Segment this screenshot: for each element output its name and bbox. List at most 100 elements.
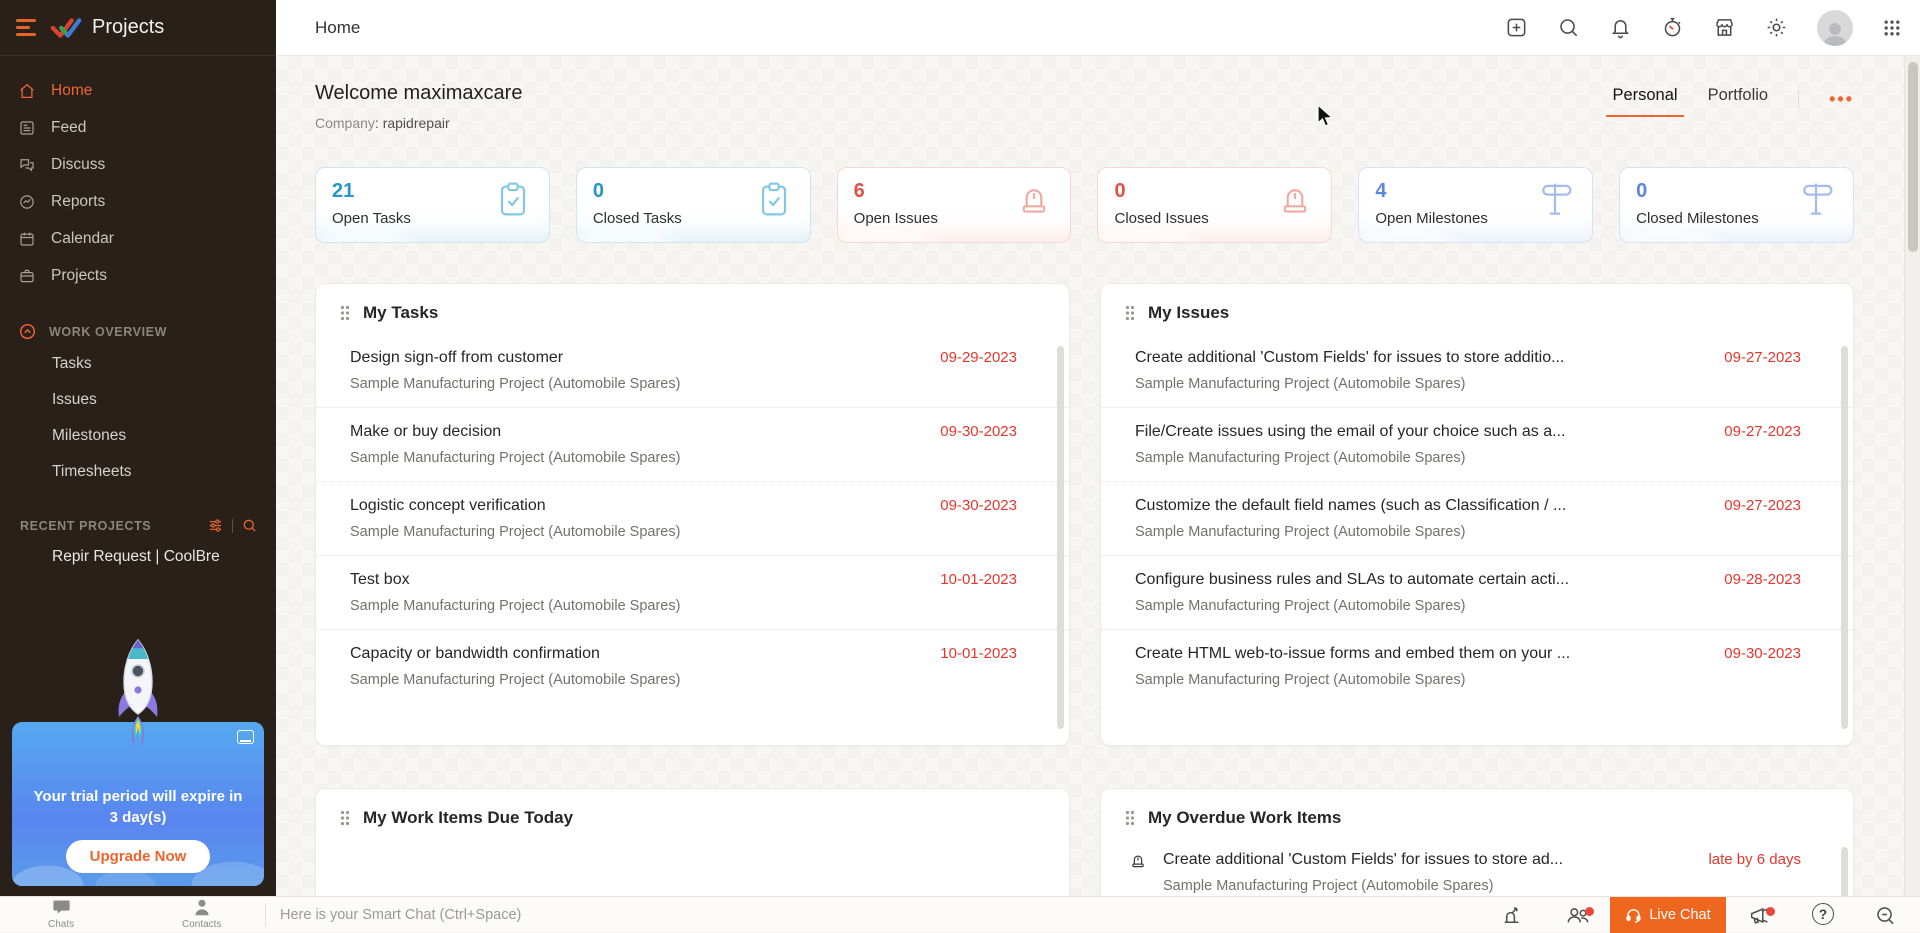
stat-label: Open Milestones	[1375, 210, 1488, 227]
sidebar-item-home[interactable]: Home	[0, 72, 276, 109]
more-options-icon[interactable]: •••	[1829, 88, 1854, 109]
announcements-megaphone-icon[interactable]	[1748, 904, 1775, 932]
zoom-search-icon[interactable]	[1874, 904, 1897, 932]
sidebar-item-projects[interactable]: Projects	[0, 257, 276, 294]
issue-project: Sample Manufacturing Project (Automobile…	[1135, 672, 1466, 688]
task-row[interactable]: Logistic concept verification Sample Man…	[316, 481, 1069, 555]
stat-closed-issues[interactable]: 0 Closed Issues	[1097, 167, 1333, 243]
feedback-icon[interactable]	[1500, 904, 1523, 932]
siren-icon	[1277, 180, 1313, 218]
stat-value: 4	[1375, 180, 1387, 202]
sidebar-item-timesheets[interactable]: Timesheets	[52, 463, 132, 480]
upgrade-now-button[interactable]: Upgrade Now	[65, 840, 211, 873]
sidebar-item-milestones[interactable]: Milestones	[52, 427, 127, 444]
issue-project: Sample Manufacturing Project (Automobile…	[1135, 376, 1466, 392]
notifications-bell-icon[interactable]	[1609, 16, 1632, 39]
work-overview-header[interactable]: WORK OVERVIEW	[0, 316, 276, 347]
panel-scrollbar[interactable]	[1057, 346, 1064, 729]
task-row[interactable]: Capacity or bandwidth confirmation Sampl…	[316, 629, 1069, 703]
smart-chat-input[interactable]	[278, 897, 1178, 933]
task-row[interactable]: Design sign-off from customer Sample Man…	[316, 334, 1069, 407]
task-project: Sample Manufacturing Project (Automobile…	[350, 450, 681, 466]
issue-project: Sample Manufacturing Project (Automobile…	[1135, 450, 1466, 466]
hamburger-menu-icon[interactable]	[16, 19, 36, 36]
issue-title: File/Create issues using the email of yo…	[1135, 423, 1566, 440]
panel-title: My Tasks	[363, 303, 439, 322]
issue-row[interactable]: Configure business rules and SLAs to aut…	[1101, 555, 1853, 629]
sidebar-item-label: Discuss	[51, 155, 106, 173]
welcome-heading: Welcome maximaxcare	[315, 82, 523, 104]
panel-scrollbar[interactable]	[1841, 346, 1848, 729]
widgets-row-1: My Tasks Design sign-off from customer S…	[315, 283, 1854, 746]
drag-handle-icon[interactable]	[1125, 810, 1135, 826]
drag-handle-icon[interactable]	[340, 305, 350, 321]
project-search-icon[interactable]	[241, 517, 258, 534]
help-icon[interactable]: ?	[1812, 903, 1834, 925]
task-title: Test box	[350, 571, 410, 588]
window-scrollbar-thumb[interactable]	[1907, 62, 1918, 252]
tab-personal[interactable]: Personal	[1606, 86, 1684, 117]
main-content: Welcome maximaxcare Company: rapidrepair…	[276, 56, 1904, 896]
sidebar-item-tasks[interactable]: Tasks	[52, 355, 92, 372]
overdue-project: Sample Manufacturing Project (Automobile…	[1163, 878, 1494, 894]
marketplace-store-icon[interactable]	[1713, 16, 1736, 39]
live-chat-button[interactable]: Live Chat	[1610, 897, 1726, 933]
tab-portfolio[interactable]: Portfolio	[1707, 86, 1769, 104]
projects-logo-icon	[50, 15, 82, 41]
notification-dot	[1585, 907, 1594, 916]
issue-title: Create HTML web-to-issue forms and embed…	[1135, 645, 1571, 662]
task-project: Sample Manufacturing Project (Automobile…	[350, 524, 681, 540]
recent-project-link[interactable]: Repir Request | CoolBre	[52, 548, 220, 565]
task-row[interactable]: Test box Sample Manufacturing Project (A…	[316, 555, 1069, 629]
contacts-button[interactable]: Contacts	[182, 899, 221, 930]
settings-gear-icon[interactable]	[1765, 16, 1788, 39]
overdue-late-badge: late by 6 days	[1708, 851, 1801, 868]
stat-open-issues[interactable]: 6 Open Issues	[836, 167, 1072, 243]
issue-row[interactable]: Create additional 'Custom Fields' for is…	[1101, 334, 1853, 407]
divider	[232, 518, 233, 533]
apps-grid-icon[interactable]	[1882, 18, 1902, 38]
overdue-item-row[interactable]: Create additional 'Custom Fields' for is…	[1101, 839, 1853, 896]
sidebar-item-issues[interactable]: Issues	[52, 391, 97, 408]
chats-button[interactable]: Chats	[48, 899, 74, 930]
issue-row[interactable]: Create HTML web-to-issue forms and embed…	[1101, 629, 1853, 703]
sidebar-item-calendar[interactable]: Calendar	[0, 220, 276, 257]
rocket-illustration	[106, 638, 170, 756]
stat-value: 0	[1114, 180, 1126, 202]
contact-person-icon	[182, 899, 221, 919]
search-icon[interactable]	[1557, 16, 1580, 39]
online-users-icon[interactable]	[1566, 904, 1594, 931]
stat-value: 0	[592, 180, 604, 202]
bottom-bar: Chats Contacts Live Chat ?	[0, 896, 1920, 933]
timer-icon[interactable]	[1661, 16, 1684, 39]
minimize-banner-icon[interactable]	[237, 730, 254, 744]
add-new-icon[interactable]	[1505, 16, 1528, 39]
sidebar-item-feed[interactable]: Feed	[0, 109, 276, 146]
home-icon	[18, 82, 36, 100]
issue-row[interactable]: Customize the default field names (such …	[1101, 481, 1853, 555]
issue-row[interactable]: File/Create issues using the email of yo…	[1101, 407, 1853, 481]
my-tasks-panel: My Tasks Design sign-off from customer S…	[315, 283, 1070, 746]
sidebar-item-label: Projects	[51, 266, 107, 284]
panel-title: My Overdue Work Items	[1148, 808, 1342, 827]
sidebar: Projects Home Feed Discuss Reports Calen…	[0, 0, 276, 896]
user-avatar[interactable]	[1817, 9, 1853, 46]
discuss-icon	[18, 156, 36, 174]
stat-closed-tasks[interactable]: 0 Closed Tasks	[575, 167, 811, 243]
issue-title: Configure business rules and SLAs to aut…	[1135, 571, 1570, 588]
headset-icon	[1625, 907, 1642, 924]
stat-closed-milestones[interactable]: 0 Closed Milestones	[1619, 167, 1854, 243]
task-row[interactable]: Make or buy decision Sample Manufacturin…	[316, 407, 1069, 481]
issue-due-date: 09-30-2023	[1724, 645, 1801, 662]
stat-open-milestones[interactable]: 4 Open Milestones	[1358, 167, 1594, 243]
stat-open-tasks[interactable]: 21 Open Tasks	[315, 167, 550, 243]
stat-label: Open Issues	[853, 210, 938, 227]
collapse-circle-icon	[18, 322, 37, 341]
drag-handle-icon[interactable]	[1125, 305, 1135, 321]
issue-due-date: 09-27-2023	[1724, 423, 1801, 440]
sidebar-item-reports[interactable]: Reports	[0, 183, 276, 220]
panel-scrollbar[interactable]	[1841, 847, 1848, 896]
drag-handle-icon[interactable]	[340, 810, 350, 826]
sidebar-item-discuss[interactable]: Discuss	[0, 146, 276, 183]
filter-icon[interactable]	[207, 517, 224, 534]
